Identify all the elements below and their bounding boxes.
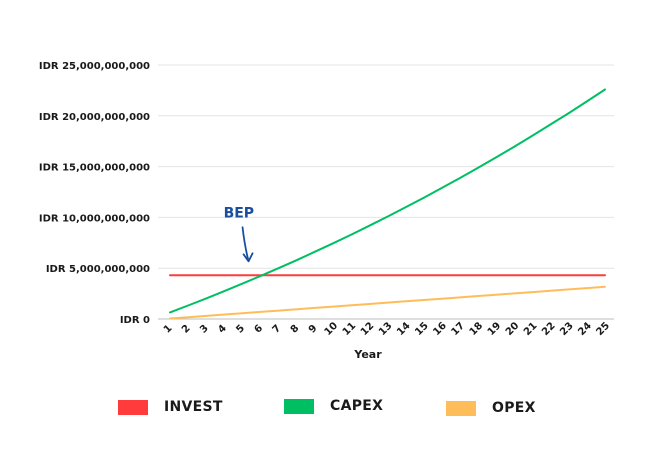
x-tick-label: 20 xyxy=(504,320,522,338)
bep-arrow xyxy=(241,226,254,263)
legend-label-capex: CAPEX xyxy=(330,398,384,414)
y-tick-label: IDR 0 xyxy=(120,315,150,326)
x-tick-label: 19 xyxy=(486,320,504,338)
x-axis-label: Year xyxy=(353,348,382,361)
x-tick-label: 3 xyxy=(198,323,211,336)
y-tick-label: IDR 25,000,000,000 xyxy=(39,61,150,72)
legend-item-invest: INVEST xyxy=(118,399,223,415)
x-tick-label: 7 xyxy=(271,323,284,336)
x-tick-label: 13 xyxy=(377,320,395,338)
series-line-opex xyxy=(169,285,606,320)
x-tick-label: 18 xyxy=(468,320,486,338)
x-tick-label: 14 xyxy=(395,320,413,338)
legend-label-invest: INVEST xyxy=(164,399,223,415)
x-tick-label: 15 xyxy=(413,320,431,338)
y-axis-tick-labels: IDR 0 IDR 5,000,000,000 IDR 10,000,000,000… xyxy=(39,61,150,326)
x-tick-label: 21 xyxy=(522,320,540,338)
legend-item-opex: OPEX xyxy=(446,400,536,416)
x-tick-label: 10 xyxy=(323,320,341,338)
x-tick-label: 23 xyxy=(558,320,576,338)
x-tick-label: 11 xyxy=(341,320,359,338)
series-line-capex xyxy=(169,88,606,314)
x-tick-label: 22 xyxy=(540,320,558,338)
series-lines xyxy=(169,88,606,320)
legend-swatch-opex xyxy=(446,400,476,416)
y-tick-label: IDR 5,000,000,000 xyxy=(46,264,150,275)
y-tick-label: IDR 10,000,000,000 xyxy=(39,213,150,224)
x-tick-label: 17 xyxy=(449,320,467,338)
x-tick-label: 1 xyxy=(162,323,175,336)
x-tick-label: 12 xyxy=(359,320,377,338)
y-tick-label: IDR 20,000,000,000 xyxy=(39,112,150,123)
gridlines xyxy=(158,64,614,320)
x-tick-label: 4 xyxy=(216,323,229,336)
y-tick-label: IDR 15,000,000,000 xyxy=(39,163,150,174)
x-tick-label: 16 xyxy=(431,320,449,338)
x-tick-label: 5 xyxy=(234,323,247,336)
legend-swatch-invest xyxy=(118,399,148,415)
x-tick-label: 2 xyxy=(180,323,193,336)
bep-label: BEP xyxy=(224,205,255,221)
x-tick-label: 6 xyxy=(253,323,266,336)
x-tick-label: 8 xyxy=(289,323,302,336)
x-axis-tick-labels: 1 2 3 4 5 6 7 8 9 10 11 12 13 14 15 16 17 18 19 20 21 22 23 24 2… xyxy=(162,320,612,338)
x-tick-label: 24 xyxy=(576,320,594,338)
legend-swatch-capex xyxy=(284,398,314,414)
bep-annotation: BEP xyxy=(224,205,255,263)
legend-label-opex: OPEX xyxy=(492,400,536,416)
x-tick-label: 25 xyxy=(594,320,612,338)
legend-item-capex: CAPEX xyxy=(284,398,383,414)
x-tick-label: 9 xyxy=(307,323,320,336)
